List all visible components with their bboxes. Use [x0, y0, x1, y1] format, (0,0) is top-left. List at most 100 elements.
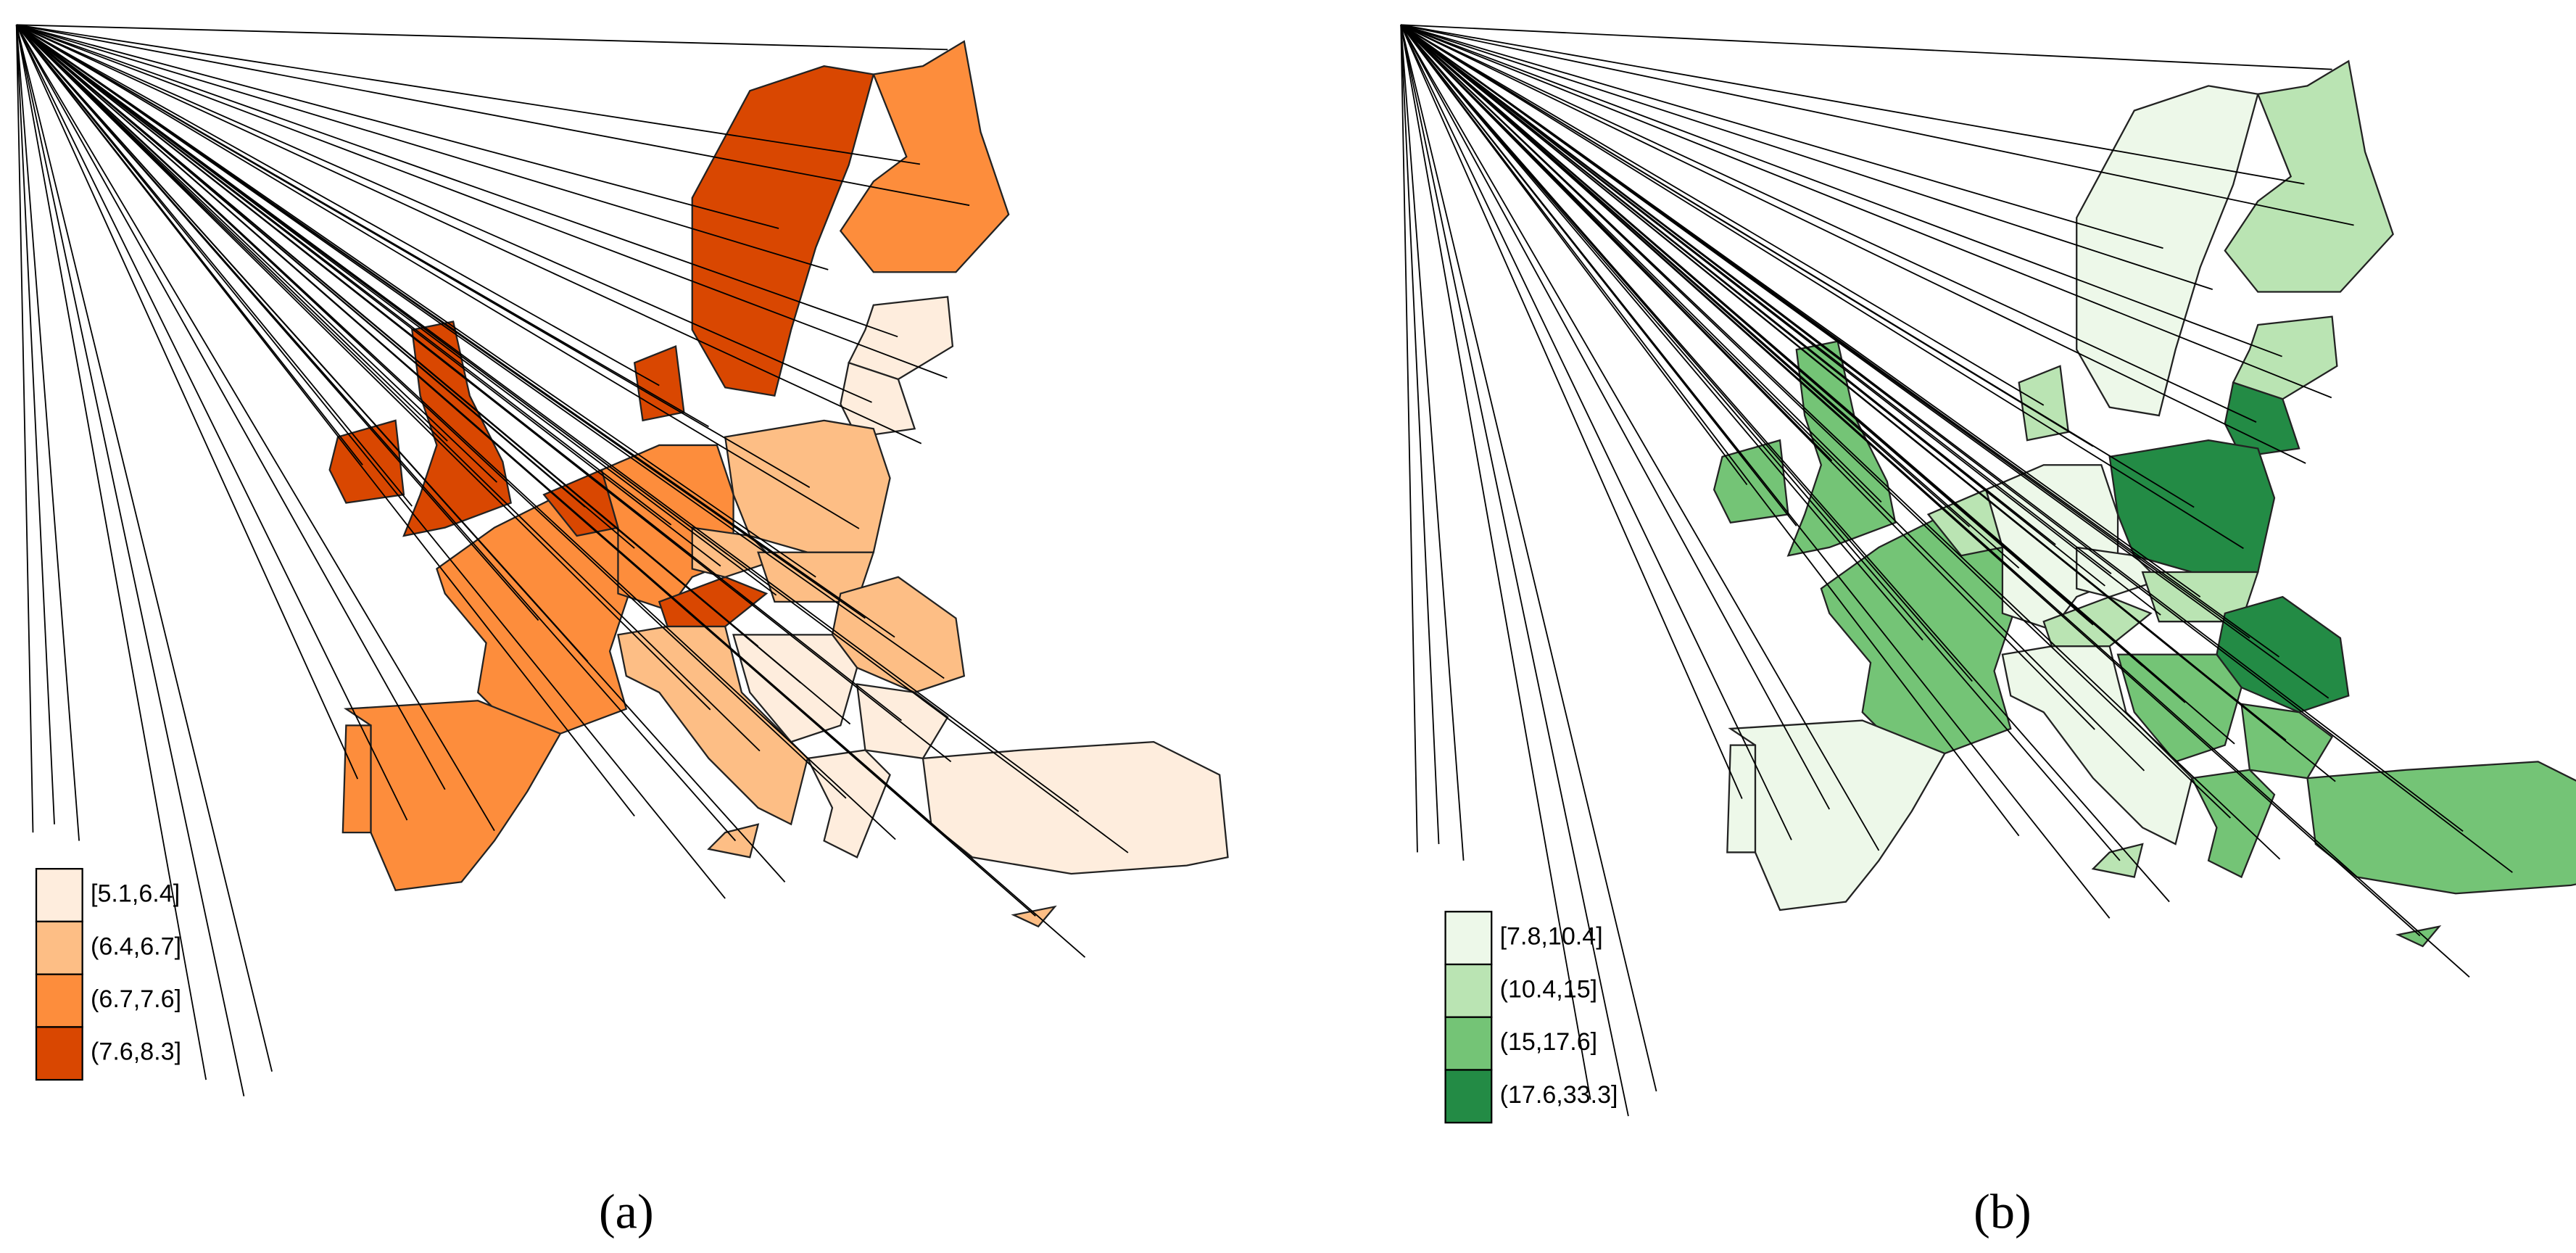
- leader-line: [1400, 25, 1657, 1092]
- leader-line: [1400, 24, 2020, 837]
- leader-line: [16, 24, 970, 207]
- legend-label: (6.4,6.7]: [91, 932, 181, 960]
- leader-line: [16, 24, 948, 379]
- country-portugal: [1726, 744, 1757, 853]
- leader-line: [1400, 24, 2513, 873]
- leader-line: [16, 24, 851, 725]
- leader-line: [1401, 24, 2354, 226]
- leader-line: [16, 24, 895, 638]
- country-portugal: [341, 724, 372, 834]
- leader-line: [16, 24, 945, 679]
- country-lithuania: [2224, 381, 2300, 458]
- legend-swatch: [35, 868, 83, 923]
- legend-swatch: [35, 920, 83, 975]
- country-bulgaria: [856, 683, 949, 760]
- country-finland: [2224, 59, 2394, 293]
- legend-swatch: [1444, 911, 1493, 966]
- leader-line: [1400, 24, 2095, 730]
- country-turkey: [2306, 761, 2576, 895]
- leader-line: [1400, 25, 1440, 845]
- country-sicily: [707, 823, 760, 859]
- leader-line: [15, 24, 495, 832]
- leader-line: [15, 24, 359, 779]
- leader-line: [1400, 24, 2045, 406]
- country-finland: [839, 40, 1010, 273]
- leader-line: [15, 24, 446, 790]
- leader-line: [1400, 24, 2170, 903]
- leader-line: [1400, 24, 1743, 799]
- leader-line: [1400, 24, 1923, 641]
- leader-line: [16, 24, 1086, 958]
- country-estonia-latvia: [848, 296, 954, 381]
- leader-line: [1400, 24, 2281, 860]
- leader-line: [15, 25, 55, 824]
- leader-line: [1400, 24, 2111, 919]
- leader-line: [1400, 24, 2161, 616]
- leader-line: [16, 24, 811, 488]
- leader-line: [16, 24, 872, 403]
- leader-line: [16, 24, 898, 338]
- leader-line: [16, 24, 726, 899]
- country-estonia-latvia: [2232, 315, 2338, 400]
- panel-label: (a): [599, 1184, 654, 1239]
- country-balkans: [2116, 653, 2242, 763]
- leader-line: [1401, 24, 2332, 70]
- legend-swatch: [35, 1026, 83, 1081]
- legend-label: [7.8,10.4]: [1500, 923, 1603, 951]
- leader-line: [16, 24, 1129, 853]
- country-ireland: [1712, 439, 1789, 524]
- leader-line: [16, 24, 786, 882]
- leader-line: [1400, 24, 2105, 587]
- legend-label: (15,17.6]: [1500, 1028, 1598, 1056]
- legend-swatch: [35, 973, 83, 1028]
- leader-line: [16, 24, 497, 483]
- leader-line: [1400, 24, 2235, 745]
- leader-line: [1400, 25, 1629, 1117]
- country-lithuania: [840, 361, 916, 438]
- leader-line: [1400, 25, 1591, 1100]
- leader-line: [16, 24, 922, 444]
- leader-line: [16, 24, 948, 51]
- leader-line: [15, 25, 80, 841]
- leader-line: [16, 24, 779, 229]
- country-turkey: [922, 740, 1229, 875]
- country-spain: [1728, 719, 1947, 911]
- leader-line: [1400, 24, 2195, 508]
- country-sicily: [2091, 843, 2144, 878]
- leader-line: [1400, 25, 1418, 853]
- map-panel: [1400, 24, 2576, 1117]
- leader-line: [16, 24, 413, 507]
- country-spain: [343, 700, 562, 891]
- leader-line: [1401, 24, 2305, 185]
- leader-line: [1400, 24, 2257, 423]
- leader-line: [16, 24, 860, 529]
- leader-line: [15, 25, 273, 1072]
- country-greece: [806, 749, 891, 859]
- leader-line: [1400, 24, 2329, 699]
- legend-label: (6.7,7.6]: [91, 985, 181, 1013]
- leader-line: [1400, 25, 1465, 861]
- legend-label: (17.6,33.3]: [1500, 1081, 1618, 1109]
- panel-label: (b): [1974, 1184, 2032, 1239]
- leader-line: [1400, 24, 2163, 249]
- country-sweden: [691, 65, 875, 397]
- leader-line: [1400, 24, 1831, 810]
- country-greece: [2190, 769, 2276, 879]
- leader-line: [1400, 24, 2306, 464]
- leader-line: [1400, 24, 1792, 840]
- country-ireland: [328, 419, 405, 504]
- country-austria: [658, 576, 769, 628]
- leader-line: [16, 24, 829, 270]
- leader-line: [1400, 24, 2332, 399]
- leader-line: [16, 24, 660, 386]
- leader-line: [1400, 24, 2232, 819]
- leader-line: [16, 24, 711, 711]
- leader-line: [1400, 24, 1880, 851]
- country-cyprus: [1011, 905, 1057, 928]
- leader-line: [1400, 24, 2282, 357]
- leader-line: [16, 24, 761, 752]
- leader-line: [15, 25, 245, 1097]
- leader-line: [1400, 24, 2213, 290]
- country-denmark: [2018, 365, 2070, 442]
